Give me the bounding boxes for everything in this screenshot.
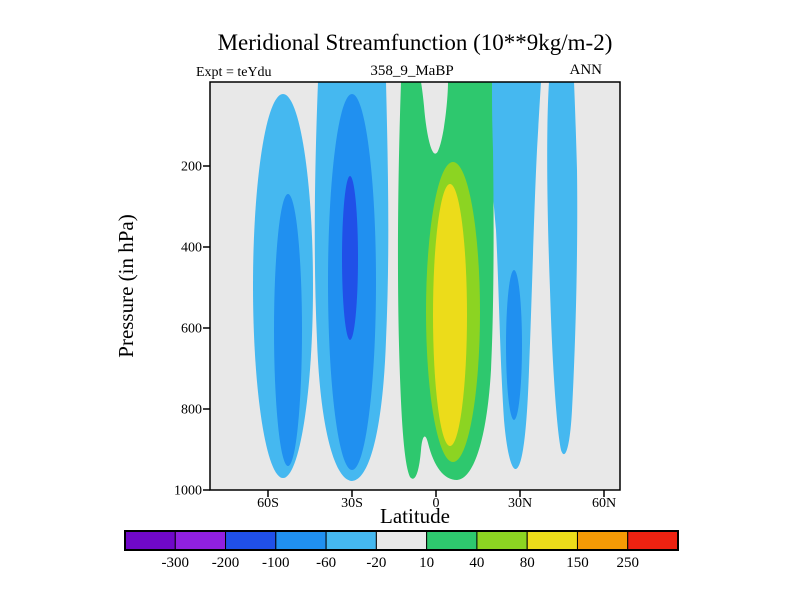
- y-axis-title: Pressure (in hPa): [114, 214, 138, 357]
- x-axis-ticks: [267, 490, 605, 497]
- contour-cell-southern-midlat-core: [274, 194, 302, 466]
- colorbar-label: 80: [520, 555, 535, 571]
- y-tick-label-200: 200: [181, 160, 202, 175]
- colorbar-label: 250: [616, 555, 639, 571]
- contour-cell-northern-midlat: [547, 82, 578, 455]
- season-label: ANN: [570, 62, 603, 78]
- colorbar: -300 -200 -100 -60 -20 10 40 80 150 250: [124, 530, 679, 571]
- colorbar-label: -100: [262, 555, 290, 571]
- colorbar-segment: [375, 530, 428, 551]
- x-tick-label-30s: 30S: [341, 496, 363, 511]
- colorbar-segment: [627, 530, 679, 551]
- colorbar-segment: [526, 530, 578, 551]
- contour-cell-northern-subtropic-core: [506, 270, 522, 420]
- colorbar-border: [124, 530, 679, 551]
- x-tick-label-0: 0: [433, 496, 440, 511]
- chart-title: Meridional Streamfunction (10**9kg/m-2): [218, 30, 613, 55]
- colorbar-label: 10: [419, 555, 434, 571]
- experiment-label: Expt = teYdu: [196, 65, 272, 80]
- y-tick-label-600: 600: [181, 322, 202, 337]
- colorbar-label: -300: [162, 555, 190, 571]
- y-tick-label-1000: 1000: [174, 484, 202, 499]
- chart-subtitle: 358_9_MaBP: [370, 63, 453, 79]
- colorbar-segment: [426, 530, 478, 551]
- colorbar-label: 150: [566, 555, 589, 571]
- colorbar-segment: [576, 530, 629, 551]
- contour-cell-southern-subtropic-core: [342, 176, 358, 340]
- y-tick-label-400: 400: [181, 241, 202, 256]
- x-tick-label-60n: 60N: [592, 496, 616, 511]
- colorbar-segment: [325, 530, 377, 551]
- contour-cell-tropical-positive-core: [433, 184, 467, 446]
- x-axis-title: Latitude: [380, 504, 450, 528]
- colorbar-segment: [124, 530, 176, 551]
- colorbar-label: -200: [212, 555, 240, 571]
- x-tick-label-30n: 30N: [508, 496, 532, 511]
- plot-frame: [209, 81, 621, 491]
- x-tick-label-60s: 60S: [257, 496, 279, 511]
- colorbar-segment: [275, 530, 327, 551]
- y-tick-label-800: 800: [181, 403, 202, 418]
- colorbar-label: -20: [366, 555, 386, 571]
- colorbar-label: -60: [316, 555, 336, 571]
- colorbar-segment: [174, 530, 227, 551]
- colorbar-segment: [476, 530, 528, 551]
- y-axis-ticks: [203, 165, 210, 491]
- colorbar-label: 40: [469, 555, 484, 571]
- colorbar-segment: [225, 530, 277, 551]
